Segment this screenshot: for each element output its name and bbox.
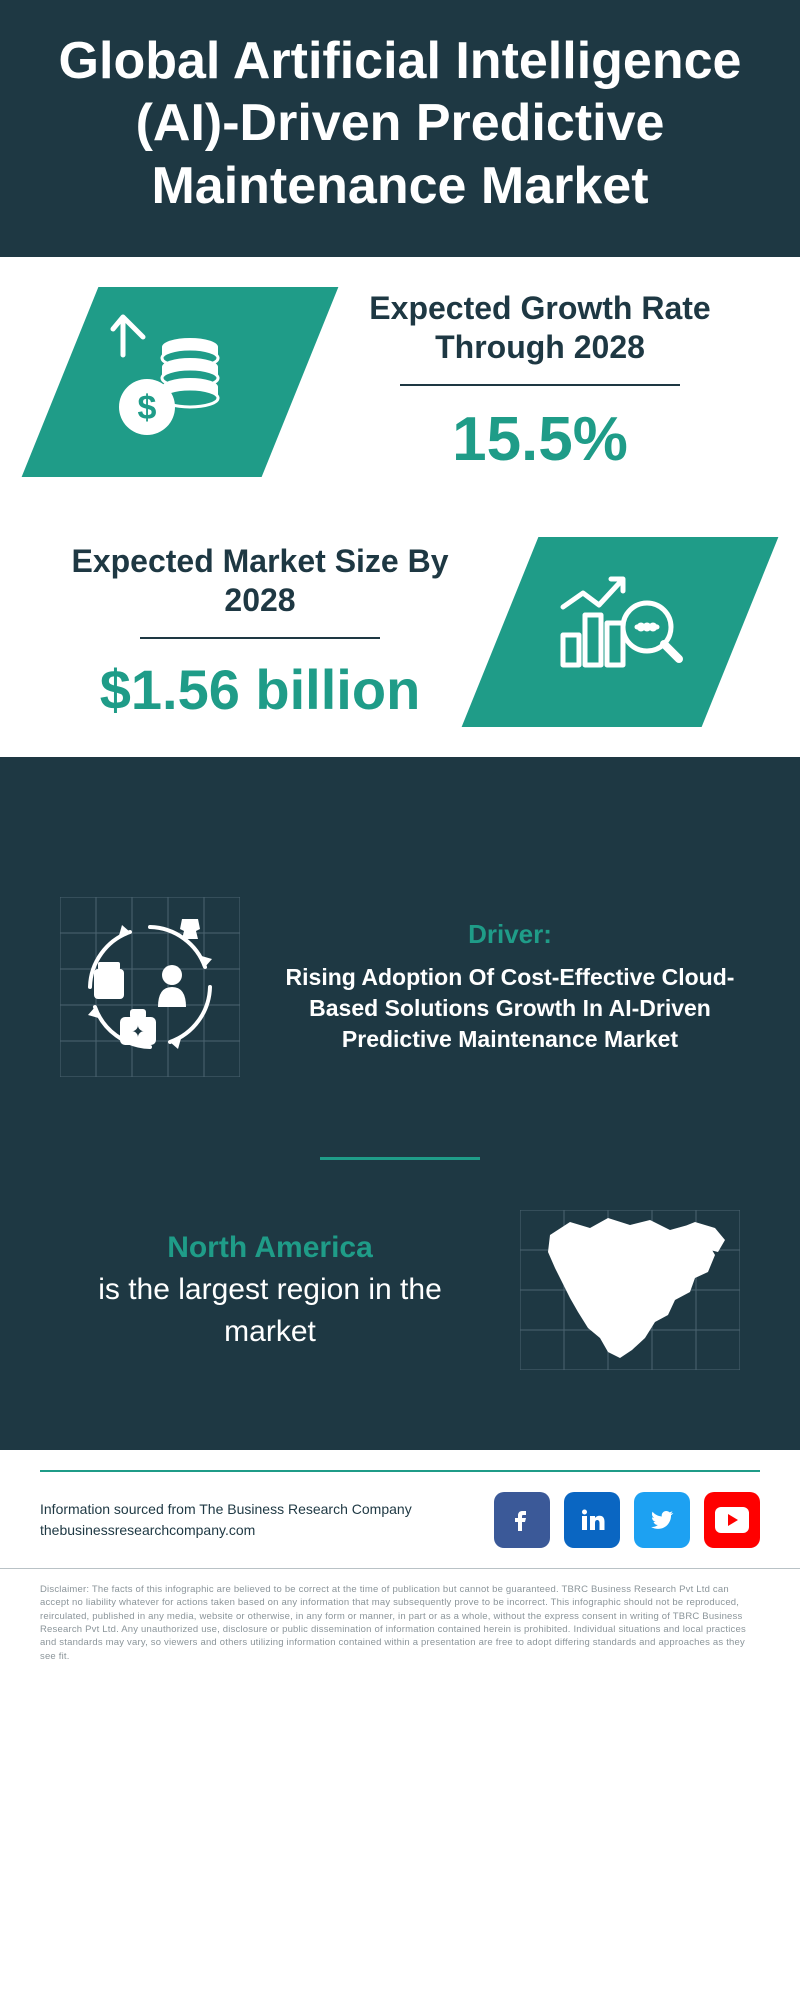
region-text: North America is the largest region in t… bbox=[60, 1227, 480, 1353]
svg-text:✦: ✦ bbox=[131, 1024, 144, 1041]
map-container bbox=[520, 1210, 740, 1370]
parallelogram-shape: $ bbox=[22, 287, 339, 477]
stat-label: Expected Market Size By 2028 bbox=[60, 542, 460, 619]
driver-text: Rising Adoption Of Cost-Effective Cloud-… bbox=[280, 962, 740, 1055]
divider bbox=[400, 384, 680, 386]
dark-section: ✦ Driver: Rising Adoption Of Cost-Effect… bbox=[0, 757, 800, 1450]
city-skyline-icon bbox=[0, 757, 800, 877]
page-title: Global Artificial Intelligence (AI)-Driv… bbox=[40, 30, 760, 217]
money-growth-icon: $ bbox=[105, 307, 255, 457]
stat-market-size: Expected Market Size By 2028 $1.56 billi… bbox=[0, 507, 800, 757]
facebook-icon[interactable] bbox=[494, 1492, 550, 1548]
stat-text-block: Expected Growth Rate Through 2028 15.5% bbox=[340, 289, 740, 475]
footer: Information sourced from The Business Re… bbox=[0, 1450, 800, 1568]
footer-source: Information sourced from The Business Re… bbox=[40, 1499, 412, 1541]
stat-growth-rate: $ Expected Growth Rate Through 2028 15.5… bbox=[0, 257, 800, 507]
svg-text:$: $ bbox=[138, 389, 157, 427]
social-icons bbox=[494, 1492, 760, 1548]
grid-container: ✦ bbox=[60, 897, 240, 1077]
source-line2: thebusinessresearchcompany.com bbox=[40, 1520, 412, 1541]
footer-divider bbox=[40, 1470, 760, 1472]
disclaimer-text: Disclaimer: The facts of this infographi… bbox=[40, 1584, 746, 1661]
region-row: North America is the largest region in t… bbox=[0, 1210, 800, 1450]
divider bbox=[140, 637, 380, 639]
section-divider bbox=[320, 1157, 480, 1160]
stat-text-block: Expected Market Size By 2028 $1.56 billi… bbox=[60, 542, 460, 722]
linkedin-icon[interactable] bbox=[564, 1492, 620, 1548]
driver-row: ✦ Driver: Rising Adoption Of Cost-Effect… bbox=[0, 877, 800, 1107]
twitter-icon[interactable] bbox=[634, 1492, 690, 1548]
chart-analysis-icon bbox=[545, 557, 695, 707]
stat-value: $1.56 billion bbox=[60, 657, 460, 722]
stat-value: 15.5% bbox=[340, 404, 740, 475]
north-america-map-icon bbox=[548, 1218, 725, 1358]
driver-title: Driver: bbox=[280, 919, 740, 950]
header-title-block: Global Artificial Intelligence (AI)-Driv… bbox=[0, 0, 800, 257]
region-name: North America bbox=[167, 1231, 373, 1264]
driver-content: Driver: Rising Adoption Of Cost-Effectiv… bbox=[280, 919, 740, 1055]
youtube-icon[interactable] bbox=[704, 1492, 760, 1548]
footer-row: Information sourced from The Business Re… bbox=[40, 1492, 760, 1548]
source-line1: Information sourced from The Business Re… bbox=[40, 1499, 412, 1520]
disclaimer: Disclaimer: The facts of this infographi… bbox=[0, 1568, 800, 1683]
stat-label: Expected Growth Rate Through 2028 bbox=[340, 289, 740, 366]
parallelogram-shape bbox=[462, 537, 779, 727]
region-rest: is the largest region in the market bbox=[98, 1273, 442, 1348]
